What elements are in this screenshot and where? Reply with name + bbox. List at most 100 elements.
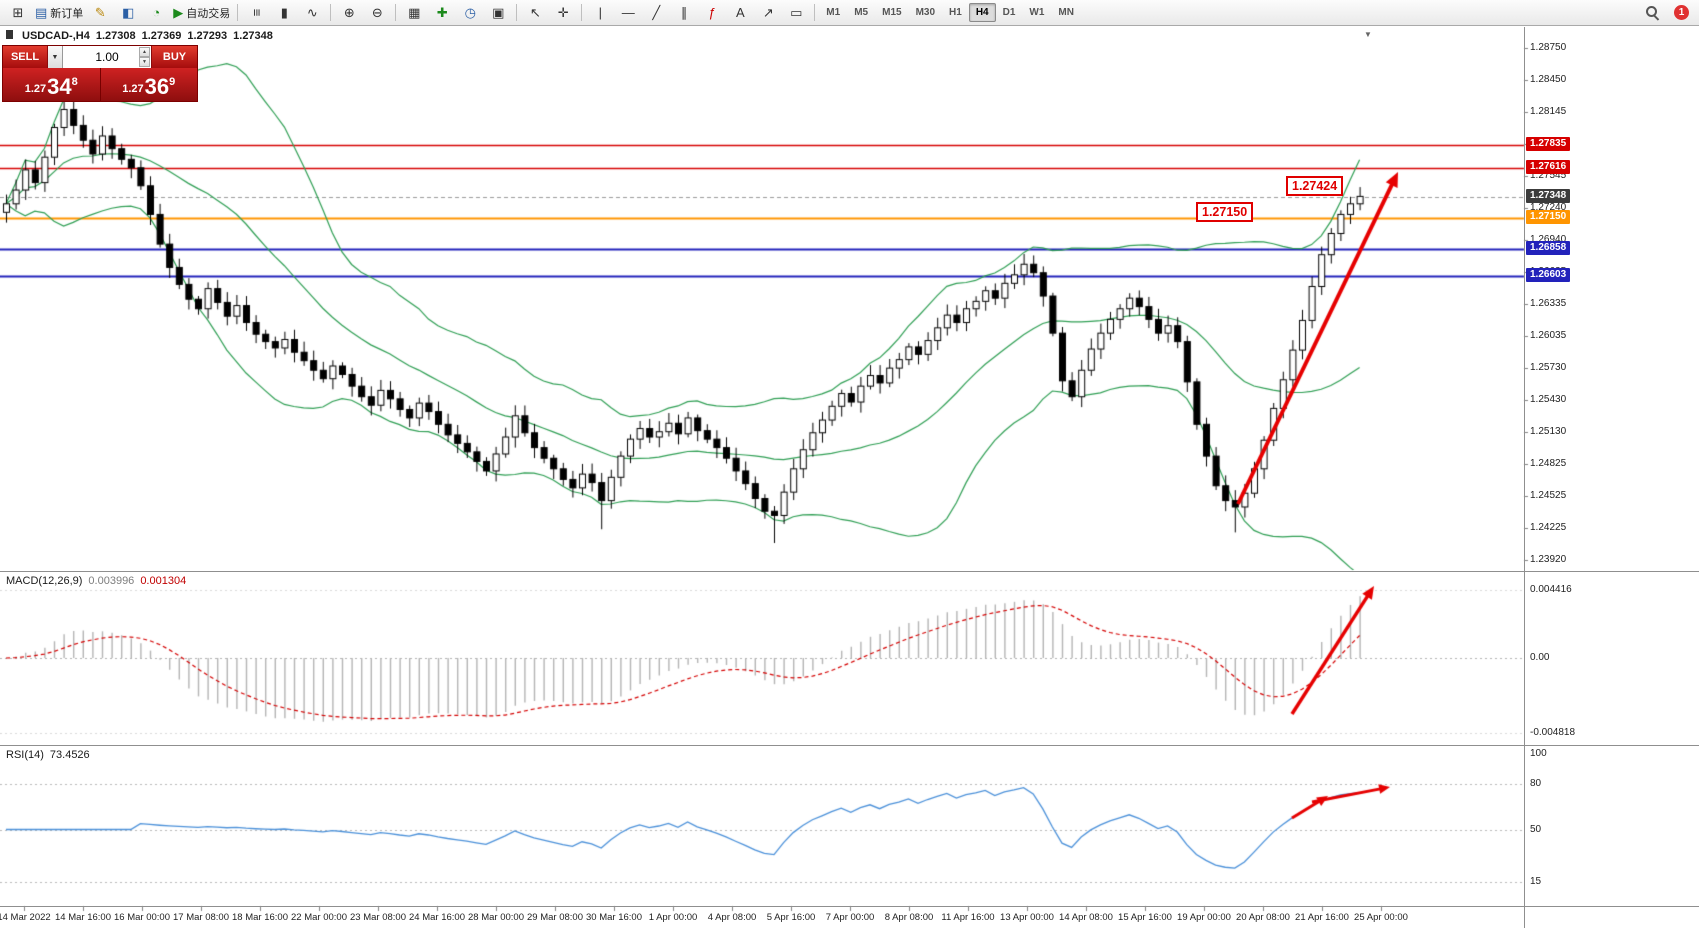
time-axis-label: 22 Mar 00:00 <box>291 912 347 923</box>
new-chart-button[interactable]: ⊞ <box>4 1 32 24</box>
channel-icon: ∥ <box>681 5 688 20</box>
sell-price-button[interactable]: 1.27 34 8 <box>3 68 101 101</box>
timeframe-button[interactable]: M30 <box>915 7 936 18</box>
new-order-button[interactable]: ▤ 新订单 <box>32 1 86 24</box>
shapes-tool-button[interactable]: ▭ <box>782 1 810 24</box>
time-axis-separator <box>0 906 1699 907</box>
timeframe-button[interactable]: MN <box>1058 7 1074 18</box>
periodicity-button[interactable]: ◷ <box>456 1 484 24</box>
channel-tool-button[interactable]: ∥ <box>670 1 698 24</box>
timeframe-button[interactable]: H1 <box>949 7 962 18</box>
autotrading-icon: ▶ <box>173 5 184 20</box>
level-price-tag: 1.27616 <box>1526 160 1571 175</box>
timeframe-button[interactable]: W1 <box>1029 7 1045 18</box>
time-axis-label: 16 Mar 00:00 <box>114 912 170 923</box>
time-axis-label: 8 Apr 08:00 <box>884 912 934 923</box>
market-watch-button[interactable]: ◧ <box>114 1 142 24</box>
toolbar-separator <box>516 4 518 21</box>
price-annotation-box[interactable]: 1.27150 <box>1196 202 1254 222</box>
volume-input[interactable]: 1.00 ▲ ▼ <box>63 46 151 68</box>
new-chart-icon: ⊞ <box>12 5 24 20</box>
arrow-tool-button[interactable]: ↗ <box>754 1 782 24</box>
price-axis-label: 1.28450 <box>1530 73 1567 85</box>
zoom-out-button[interactable]: ⊖ <box>363 1 391 24</box>
timeframe-button[interactable]: H4 <box>968 3 996 22</box>
cursor-tool-button[interactable]: ↖ <box>521 1 549 24</box>
price-axis-separator <box>1524 27 1525 928</box>
timeframe-button[interactable]: D1 <box>1002 7 1016 18</box>
candlestick-chart-icon: ▮ <box>280 5 288 20</box>
metaeditor-button[interactable]: ✎ <box>86 1 114 24</box>
volume-preset-dropdown[interactable]: ▼ <box>48 46 63 68</box>
horizontal-line-tool-button[interactable]: — <box>614 1 642 24</box>
time-axis-label: 29 Mar 08:00 <box>527 912 583 923</box>
vertical-line-tool-button[interactable]: | <box>586 1 614 24</box>
metaeditor-icon: ✎ <box>94 5 106 20</box>
time-axis-label: 20 Apr 08:00 <box>1236 912 1290 923</box>
toolbar-separator <box>395 4 397 21</box>
trendline-tool-button[interactable]: ╱ <box>642 1 670 24</box>
sell-price-sup: 8 <box>71 76 78 88</box>
crosshair-tool-button[interactable]: ✛ <box>549 1 577 24</box>
timeframe-button[interactable]: M1 <box>826 7 841 18</box>
time-axis-label: 11 Apr 16:00 <box>941 912 995 923</box>
indicator-scale-label: 0.00 <box>1530 652 1550 663</box>
market-watch-icon: ◧ <box>122 5 135 20</box>
alerts-button[interactable]: ◔ <box>142 1 170 24</box>
time-axis-label: 1 Apr 00:00 <box>648 912 698 923</box>
sell-button[interactable]: SELL <box>3 46 48 68</box>
horizontal-line-icon: — <box>621 5 635 20</box>
fibonacci-tool-button[interactable]: ƒ <box>698 1 726 24</box>
toolbar-separator <box>581 4 583 21</box>
bar-chart-button[interactable]: ≡ <box>242 1 270 24</box>
text-tool-icon: A <box>735 5 745 20</box>
timeframe-button[interactable]: M5 <box>854 7 869 18</box>
time-axis-label: 14 Apr 08:00 <box>1059 912 1113 923</box>
text-tool-button[interactable]: A <box>726 1 754 24</box>
toolbar-right-group: 1 <box>1638 1 1695 24</box>
indicator-scale-label: 100 <box>1530 748 1547 759</box>
line-chart-button[interactable]: ∿ <box>298 1 326 24</box>
search-icon <box>1645 6 1659 19</box>
price-axis-label: 1.24225 <box>1530 521 1567 533</box>
time-axis-label: 28 Mar 00:00 <box>468 912 524 923</box>
candlestick-chart-button[interactable]: ▮ <box>270 1 298 24</box>
volume-spinner-up[interactable]: ▲ <box>139 47 150 57</box>
volume-spinner-down[interactable]: ▼ <box>139 57 150 67</box>
tile-windows-button[interactable]: ▦ <box>400 1 428 24</box>
autotrading-button[interactable]: ▶ 自动交易 <box>170 1 233 24</box>
time-axis-label: 14 Mar 16:00 <box>55 912 111 923</box>
price-axis-label: 1.28145 <box>1530 106 1567 118</box>
price-axis-label: 1.26335 <box>1530 297 1567 309</box>
indicator-scale-label: 0.004416 <box>1530 583 1572 595</box>
panel-separator[interactable] <box>0 745 1699 746</box>
chart-shift-marker[interactable]: ▼ <box>1364 30 1372 39</box>
buy-button[interactable]: BUY <box>151 46 197 68</box>
toolbar-separator <box>814 4 816 21</box>
timeframe-button[interactable]: M15 <box>882 7 902 18</box>
indicator-scale-label: 50 <box>1530 823 1542 835</box>
price-axis-label: 1.27545 <box>1530 169 1567 181</box>
ohlc-high: 1.27369 <box>141 30 182 42</box>
templates-button[interactable]: ▣ <box>484 1 512 24</box>
bar-chart-icon: ≡ <box>248 8 264 17</box>
panel-separator[interactable] <box>0 571 1699 572</box>
macd-value-main: 0.003996 <box>88 575 135 587</box>
search-button[interactable] <box>1638 1 1666 24</box>
zoom-in-button[interactable]: ⊕ <box>335 1 363 24</box>
time-axis-label: 18 Mar 16:00 <box>232 912 288 923</box>
time-axis-label: 30 Mar 16:00 <box>586 912 642 923</box>
new-order-icon: ▤ <box>35 5 48 20</box>
shapes-tool-icon: ▭ <box>790 5 803 20</box>
notification-badge[interactable]: 1 <box>1674 5 1689 20</box>
price-axis-label: 1.26940 <box>1530 233 1567 245</box>
time-axis-label: 13 Apr 00:00 <box>1000 912 1054 923</box>
autotrading-label: 自动交易 <box>186 7 231 20</box>
price-annotation-box[interactable]: 1.27424 <box>1286 176 1344 196</box>
volume-value: 1.00 <box>95 50 119 64</box>
arrow-tool-icon: ↗ <box>762 5 774 20</box>
macd-name: MACD(12,26,9) <box>6 575 83 587</box>
add-indicator-button[interactable]: ✚ <box>428 1 456 24</box>
buy-price-button[interactable]: 1.27 36 9 <box>100 68 197 101</box>
